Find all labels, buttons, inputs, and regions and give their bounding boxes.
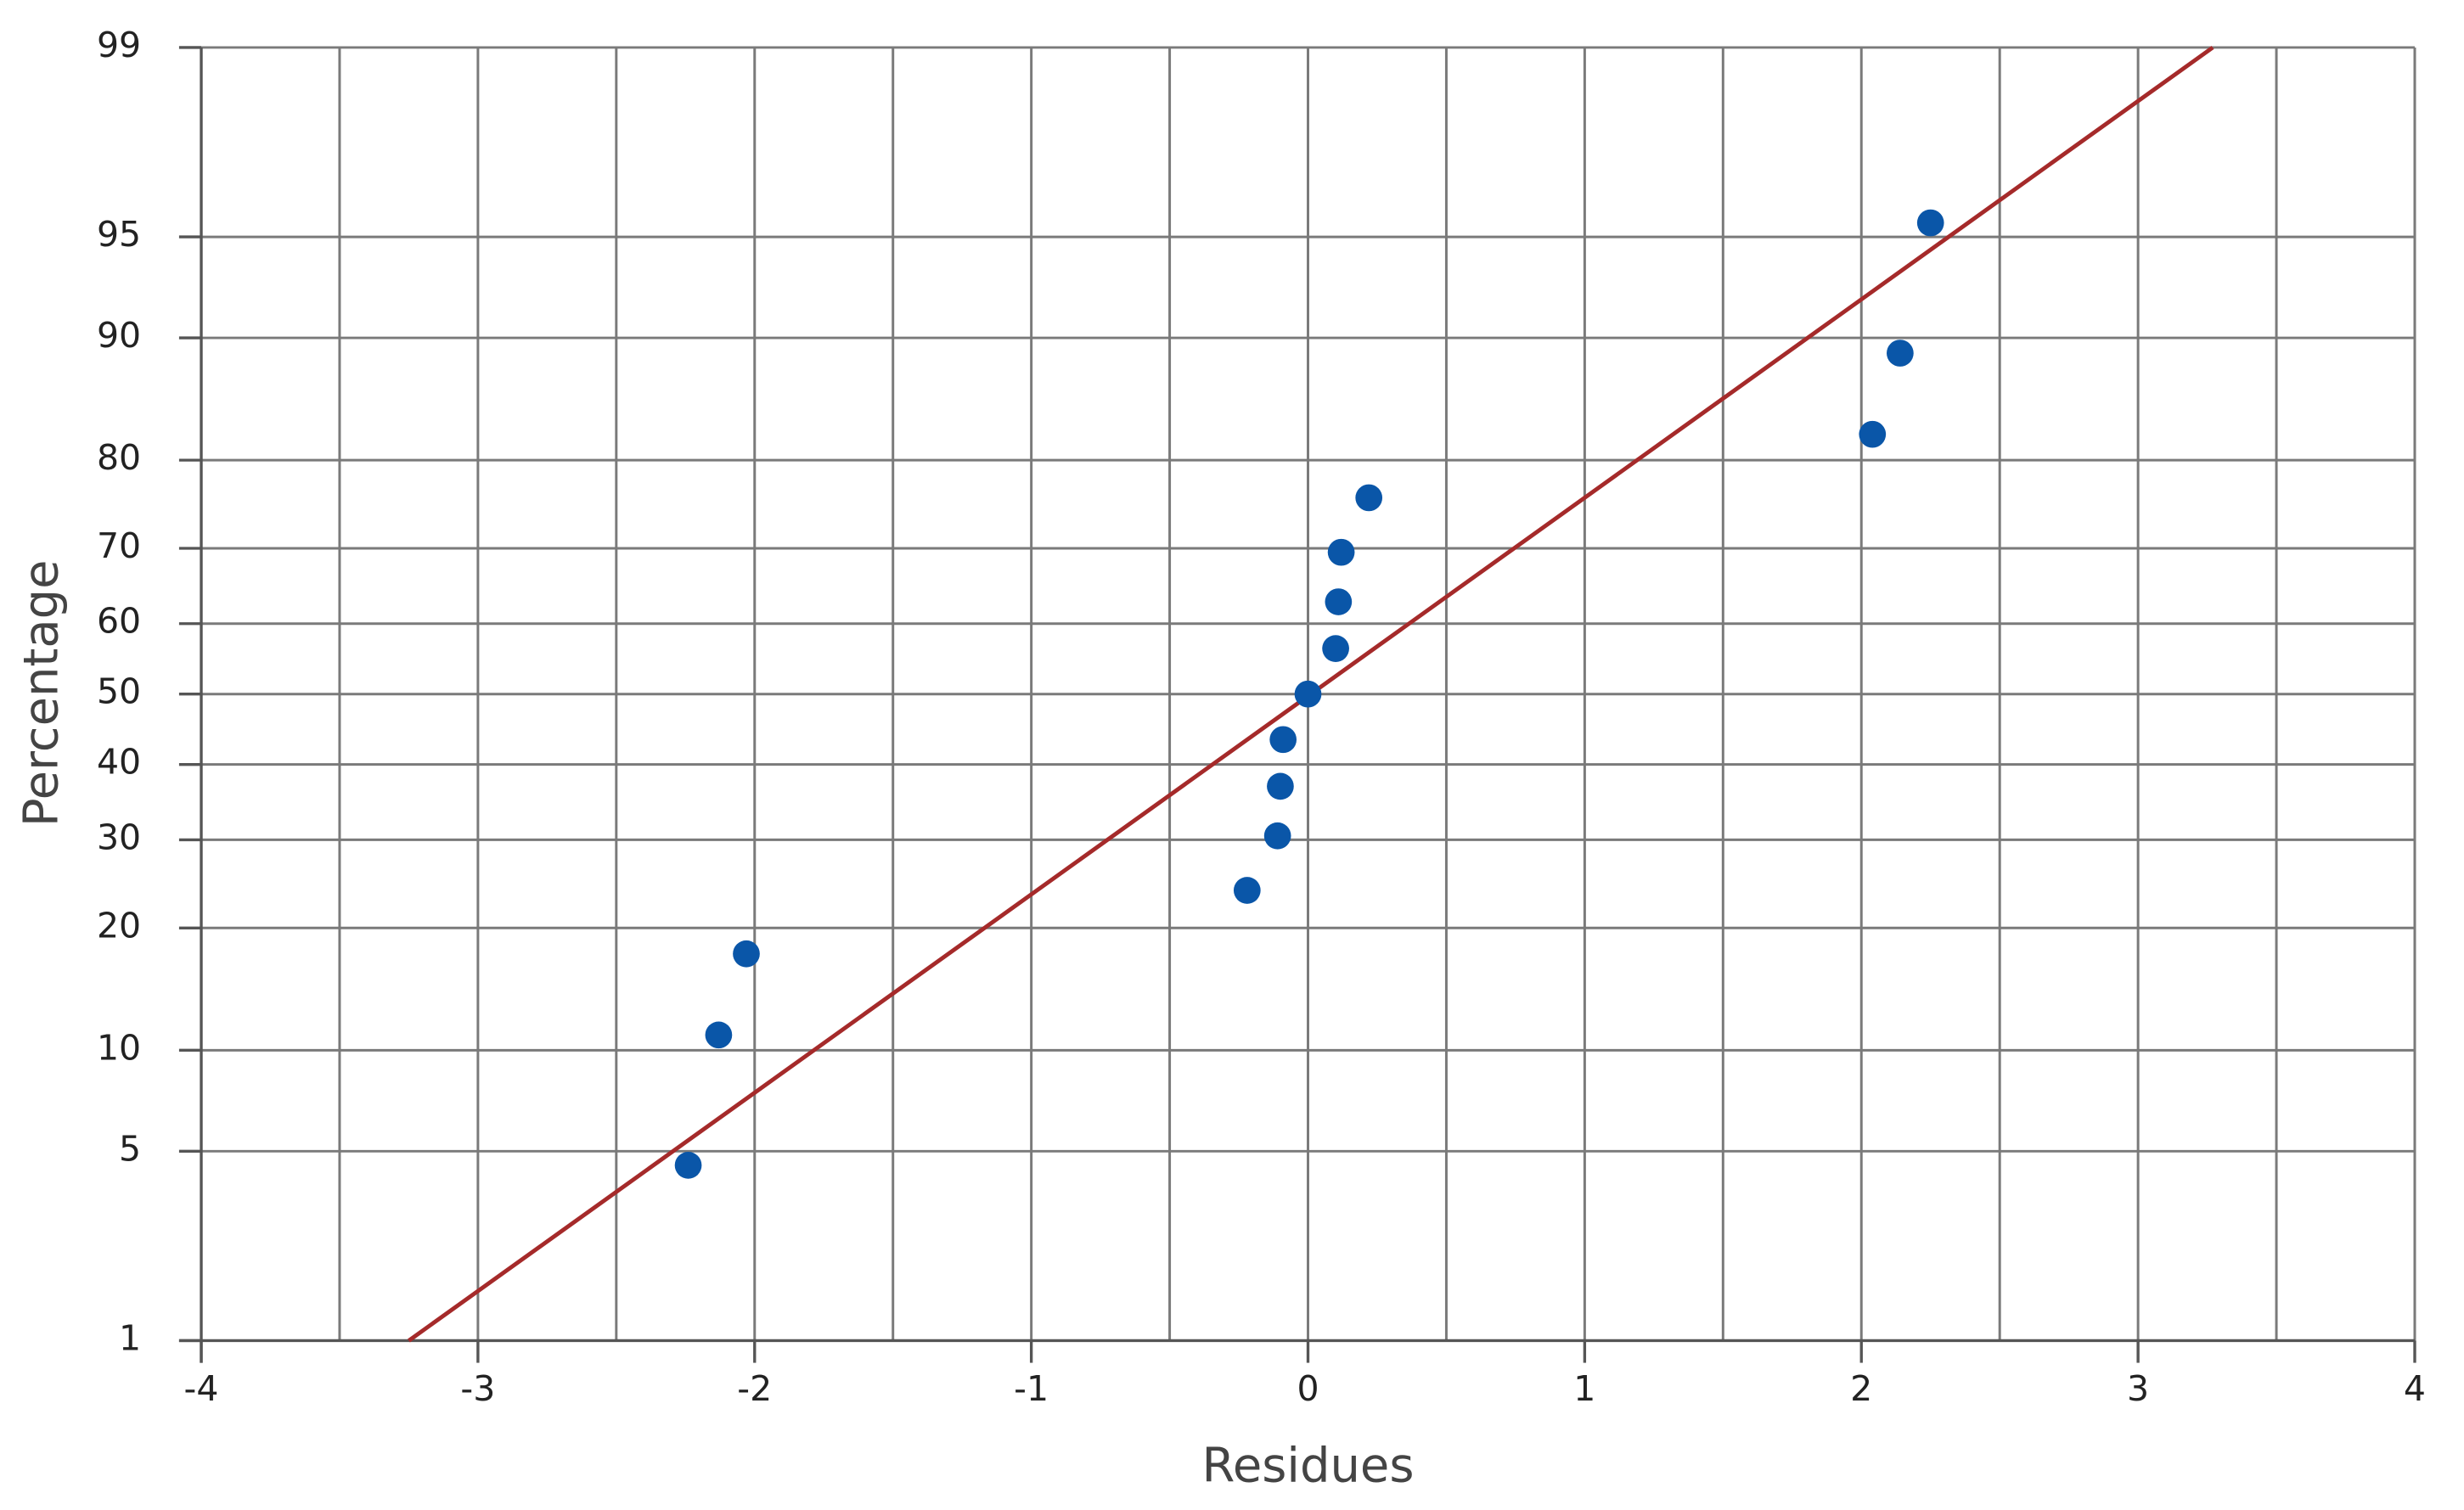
y-tick-label: 40	[97, 742, 141, 783]
data-point	[1325, 588, 1353, 615]
y-axis-title: Percentage	[14, 559, 70, 827]
data-point	[1269, 726, 1297, 754]
y-tick-label: 99	[97, 25, 141, 65]
x-tick-label: -2	[737, 1368, 772, 1409]
y-tick-label: 95	[97, 214, 141, 255]
data-point	[1267, 772, 1294, 800]
y-tick-label: 5	[119, 1128, 141, 1169]
data-point	[1294, 680, 1322, 708]
y-tick-label: 50	[97, 671, 141, 712]
data-point	[1916, 209, 1944, 237]
data-point	[1263, 822, 1291, 850]
data-point	[1233, 877, 1261, 904]
x-tick-label: 1	[1573, 1368, 1595, 1409]
x-tick-label: -4	[184, 1368, 219, 1409]
x-tick-label: -1	[1014, 1368, 1049, 1409]
x-tick-label: 4	[2404, 1368, 2426, 1409]
x-tick-label: 2	[1850, 1368, 1872, 1409]
data-point	[1355, 484, 1383, 512]
y-tick-label: 20	[97, 905, 141, 946]
y-tick-label: 30	[97, 817, 141, 857]
x-tick-label: -3	[460, 1368, 495, 1409]
y-tick-label: 90	[97, 315, 141, 356]
x-tick-label: 3	[2127, 1368, 2149, 1409]
x-axis-title: Residues	[1202, 1439, 1415, 1494]
y-tick-label: 1	[119, 1317, 141, 1358]
data-point	[674, 1152, 702, 1179]
y-tick-label: 10	[97, 1027, 141, 1068]
data-point	[733, 940, 760, 968]
data-point	[705, 1021, 733, 1049]
x-tick-label: 0	[1297, 1368, 1319, 1409]
y-tick-label: 70	[97, 525, 141, 566]
data-point	[1887, 340, 1914, 367]
data-point	[1322, 635, 1349, 662]
y-tick-label: 60	[97, 601, 141, 642]
data-point	[1859, 420, 1887, 448]
data-point	[1327, 538, 1355, 566]
y-tick-label: 80	[97, 437, 141, 478]
